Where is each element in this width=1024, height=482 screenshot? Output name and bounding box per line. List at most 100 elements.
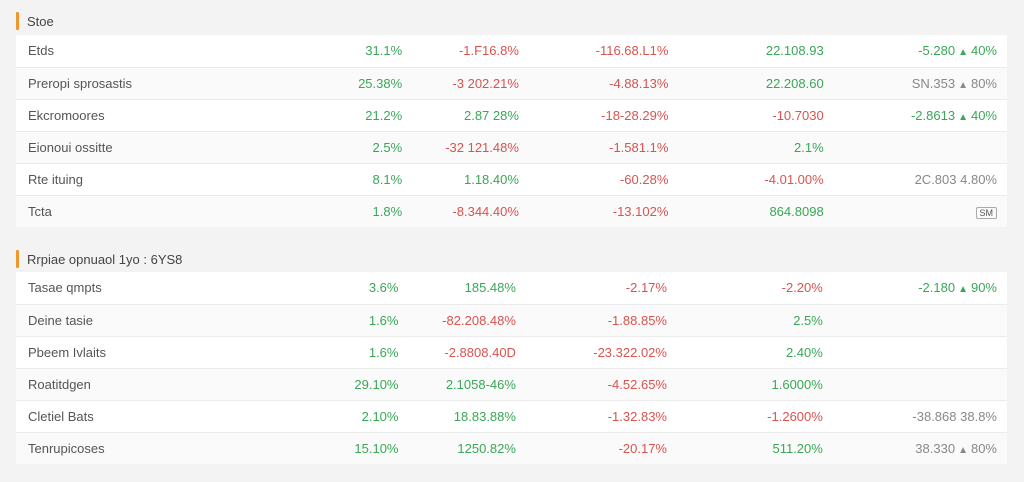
change-percent: 80% — [970, 440, 997, 456]
row-label: Deine tasie — [28, 312, 94, 328]
change-value: SN.353 — [911, 75, 956, 91]
value-cell: 22.108.93 — [765, 43, 824, 59]
change-percent: 40% — [970, 107, 997, 123]
value-cell: -32 121.48% — [445, 139, 519, 155]
row-label: Etds — [28, 43, 55, 59]
value-cell: 31.1% — [365, 43, 403, 59]
section-header: Rrpiae opnuaol 1yo : 6YS8 — [16, 250, 182, 268]
triangle-up-icon: ▲ — [958, 111, 968, 123]
value-cell: -82.208.48% — [442, 312, 516, 328]
value-cell: -10.7030 — [772, 107, 824, 123]
value-cell: 22.208.60 — [765, 75, 824, 91]
change-cell — [834, 131, 1007, 163]
change-cell: -5.280 ▲ 40% — [834, 35, 1007, 67]
triangle-up-icon: ▲ — [958, 284, 968, 296]
value-cell: -3 202.21% — [452, 75, 519, 91]
row-label: Pbeem Ivlaits — [28, 344, 107, 360]
table-row[interactable]: Deine tasie 1.6% -82.208.48% -1.88.85% 2.5% — [16, 304, 1007, 336]
value-cell: -13.102% — [612, 203, 669, 219]
value-cell: 2.5% — [372, 139, 403, 155]
change-cell — [833, 336, 1007, 368]
change-cell: 38.330 ▲ 80% — [833, 432, 1007, 464]
table-row[interactable]: Ekcromoores 21.2% 2.87 28% -18-28.29% -10.70… — [16, 99, 1007, 131]
change-cell — [833, 304, 1007, 336]
row-label: Preropi sprosastis — [28, 75, 133, 91]
table-row[interactable]: Roatitdgen 29.10% 2.1058-46% -4.52.65% 1.600… — [16, 368, 1007, 400]
change-cell: SN.353 ▲ 80% — [834, 67, 1007, 99]
value-cell: 8.1% — [372, 171, 403, 187]
change-cell: -38.868 38.8% — [833, 400, 1007, 432]
value-cell: -18-28.29% — [601, 107, 669, 123]
value-cell: -2.17% — [625, 280, 667, 296]
change-value: -5.280 — [918, 43, 956, 59]
value-cell: 15.10% — [354, 440, 399, 456]
value-cell: -1.2600% — [767, 408, 823, 424]
value-cell: -2.20% — [781, 280, 823, 296]
section-header: Stoe — [16, 12, 54, 30]
row-label: Tenrupicoses — [28, 440, 105, 456]
value-cell: 2.1% — [794, 139, 824, 155]
badge[interactable]: SM — [975, 206, 997, 219]
table-row[interactable]: Tasae qmpts 3.6% 185.48% -2.17% -2.20% -2.180… — [16, 272, 1007, 304]
table-row[interactable]: Tenrupicoses 15.10% 1250.82% -20.17% 511.20%… — [16, 432, 1007, 464]
change-percent: 90% — [970, 280, 997, 296]
row-label: Rte ituing — [28, 171, 83, 187]
change-value: -2.180 — [918, 280, 956, 296]
change-percent: 80% — [970, 75, 997, 91]
accent-bar — [16, 250, 19, 268]
value-cell: -8.344.40% — [452, 203, 519, 219]
value-cell: 1.8% — [372, 203, 403, 219]
value-cell: 25.38% — [358, 75, 403, 91]
section-title: Stoe — [27, 13, 54, 29]
value-cell: -116.68.L1% — [595, 43, 669, 59]
row-label: Roatitdgen — [28, 376, 91, 392]
table-row[interactable]: Etds 31.1% -1.F16.8% -116.68.L1% 22.108.93 -5… — [16, 35, 1007, 67]
value-cell: -1.581.1% — [609, 139, 669, 155]
change-value: 38.330 — [915, 440, 956, 456]
value-cell: 2.87 28% — [463, 107, 519, 123]
value-cell: -4.01.00% — [764, 171, 824, 187]
value-cell: -1.F16.8% — [458, 43, 519, 59]
row-label: Eionoui ossitte — [28, 139, 113, 155]
value-cell: -23.322.02% — [593, 344, 667, 360]
triangle-up-icon: ▲ — [958, 444, 968, 456]
value-cell: -2.8808.40D — [444, 344, 516, 360]
table-row[interactable]: Cletiel Bats 2.10% 18.83.88% -1.32.83% -1.26… — [16, 400, 1007, 432]
value-cell: 1.6% — [368, 344, 399, 360]
value-cell: 1.6000% — [771, 376, 823, 392]
value-cell: 18.83.88% — [453, 408, 516, 424]
change-value: -38.868 — [912, 408, 957, 424]
table-row[interactable]: Pbeem Ivlaits 1.6% -2.8808.40D -23.322.02% 2… — [16, 336, 1007, 368]
value-cell: -20.17% — [618, 440, 667, 456]
table-row[interactable]: Eionoui ossitte 2.5% -32 121.48% -1.581.1% 2… — [16, 131, 1007, 163]
change-percent: 38.8% — [960, 408, 997, 424]
value-cell: 3.6% — [368, 280, 399, 296]
value-cell: -4.88.13% — [609, 75, 669, 91]
change-value: -2.8613 — [910, 107, 956, 123]
value-cell: -4.52.65% — [607, 376, 667, 392]
change-value: 2C.803 — [914, 171, 957, 187]
value-cell: 2.10% — [361, 408, 399, 424]
triangle-up-icon: ▲ — [958, 79, 968, 91]
value-cell: 1.18.40% — [463, 171, 519, 187]
change-cell: -2.8613 ▲ 40% — [834, 99, 1007, 131]
value-cell: 2.1058-46% — [445, 376, 516, 392]
value-cell: 864.8098 — [769, 203, 824, 219]
change-cell: SM — [834, 195, 1007, 227]
value-cell: 2.40% — [785, 344, 823, 360]
value-cell: 21.2% — [365, 107, 403, 123]
value-cell: 1.6% — [368, 312, 399, 328]
change-cell: 2C.803 4.80% — [834, 163, 1007, 195]
change-cell — [833, 368, 1007, 400]
table-row[interactable]: Rte ituing 8.1% 1.18.40% -60.28% -4.01.00% 2C… — [16, 163, 1007, 195]
metrics-table: Tasae qmpts 3.6% 185.48% -2.17% -2.20% -2.180… — [16, 272, 1007, 464]
value-cell: 1250.82% — [457, 440, 516, 456]
table-row[interactable]: Preropi sprosastis 25.38% -3 202.21% -4.88.… — [16, 67, 1007, 99]
triangle-up-icon: ▲ — [958, 47, 968, 59]
value-cell: 29.10% — [354, 376, 399, 392]
table-row[interactable]: Tcta 1.8% -8.344.40% -13.102% 864.8098 SM — [16, 195, 1007, 227]
change-percent: 40% — [970, 43, 997, 59]
change-cell: -2.180 ▲ 90% — [833, 272, 1007, 304]
metrics-table: Etds 31.1% -1.F16.8% -116.68.L1% 22.108.93 -5… — [16, 35, 1007, 227]
change-percent: 4.80% — [960, 171, 997, 187]
